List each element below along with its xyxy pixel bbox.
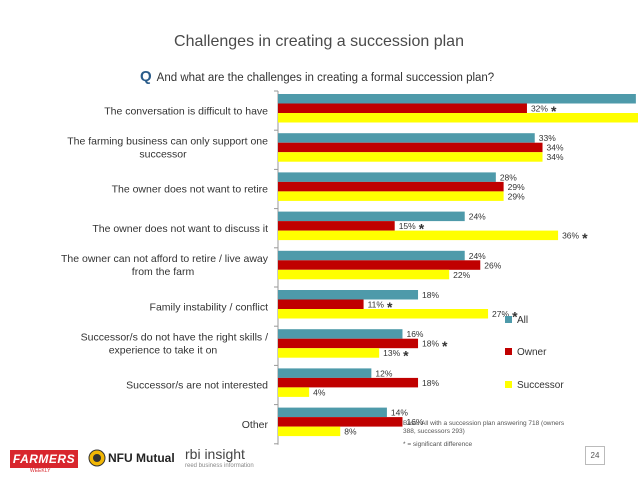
bar-owner — [278, 103, 527, 113]
page-title: Challenges in creating a succession plan — [174, 33, 464, 50]
bar-successor — [278, 152, 543, 162]
nfu-mutual-emblem-icon — [88, 449, 106, 467]
data-label: 12% — [375, 368, 392, 378]
bar-all — [278, 133, 535, 143]
significance-star: * — [551, 103, 557, 119]
bar-all — [278, 211, 465, 222]
data-label: 24% — [469, 251, 486, 261]
bar-owner — [278, 221, 395, 231]
legend-swatch — [505, 348, 512, 355]
base-note: Base: All with a succession plan answeri… — [403, 420, 565, 435]
significance-note: * = significant difference — [403, 441, 473, 448]
bar-owner — [278, 417, 403, 427]
bar-successor — [278, 309, 489, 319]
data-label: 29% — [508, 182, 525, 192]
data-label: 22% — [453, 270, 470, 280]
farmers-weekly-logo-sub: WEEKLY — [30, 468, 51, 474]
question-text: And what are the challenges in creating … — [156, 72, 495, 84]
bar-owner — [278, 181, 504, 192]
bar-successor — [278, 269, 450, 280]
bar-all — [278, 329, 403, 339]
data-label: 18% — [422, 290, 439, 300]
data-label: 34% — [547, 143, 564, 153]
data-label: 26% — [484, 260, 501, 270]
significance-star: * — [387, 299, 393, 315]
legend-label: All — [517, 315, 528, 326]
bar-successor — [278, 387, 310, 397]
data-label: 29% — [508, 191, 525, 201]
rbi-insight-logo-sub: reed business information — [185, 463, 254, 469]
bar-successor — [278, 230, 559, 241]
category-label: The farming business can only support on… — [67, 135, 268, 160]
data-label: 24% — [469, 212, 486, 222]
bar-owner — [278, 338, 419, 349]
bar-all — [278, 250, 465, 261]
bar-owner — [278, 260, 481, 270]
legend-swatch — [505, 316, 512, 323]
data-label: 18% — [422, 339, 439, 349]
farmers-weekly-logo: FARMERS — [10, 450, 78, 468]
bar-all — [278, 368, 372, 378]
category-label: Family instability / conflict — [150, 301, 269, 313]
data-label: 28% — [500, 172, 517, 182]
data-label: 16% — [406, 417, 423, 427]
legend-label: Successor — [517, 380, 564, 391]
data-label: 8% — [344, 427, 357, 437]
category-label: Successor/s are not interested — [126, 380, 268, 392]
data-label: 16% — [406, 329, 423, 339]
bar-owner — [278, 142, 543, 153]
bar-successor — [278, 426, 341, 437]
data-label: 4% — [313, 387, 326, 397]
category-label: The conversation is difficult to have — [104, 105, 268, 117]
bar-owner — [278, 299, 364, 309]
bar-all — [278, 172, 496, 182]
significance-star: * — [419, 221, 425, 237]
legend-label: Owner — [517, 347, 547, 358]
data-label: 27% — [492, 309, 509, 319]
bar-successor — [278, 191, 504, 201]
nfu-mutual-logo: NFU Mutual — [108, 451, 175, 465]
data-label: 36% — [562, 231, 579, 241]
data-label: 33% — [539, 133, 556, 143]
significance-star: * — [512, 309, 518, 325]
significance-star: * — [442, 338, 448, 354]
category-label: The owner can not afford to retire / liv… — [61, 253, 269, 278]
bar-all — [278, 94, 636, 104]
bar-successor — [278, 113, 638, 123]
bar-all — [278, 407, 387, 418]
data-label: 14% — [391, 408, 408, 418]
legend-swatch — [505, 381, 512, 388]
question: Q And what are the challenges in creating… — [140, 68, 494, 85]
data-label: 18% — [422, 378, 439, 388]
significance-star: * — [582, 230, 588, 246]
data-label: 13% — [383, 348, 400, 358]
data-label: 11% — [368, 300, 385, 310]
bar-all — [278, 290, 419, 300]
significance-star: * — [403, 348, 409, 364]
category-label: Successor/s do not have the right skills… — [81, 331, 268, 356]
data-label: 15% — [399, 221, 416, 231]
question-marker: Q — [140, 68, 152, 85]
category-label: The owner does not want to retire — [112, 184, 269, 196]
category-label: The owner does not want to discuss it — [92, 223, 268, 235]
data-label: 34% — [547, 152, 564, 162]
page-number: 24 — [585, 446, 605, 465]
rbi-insight-logo: rbi insight — [185, 446, 245, 462]
bar-successor — [278, 348, 380, 358]
bar-owner — [278, 377, 419, 388]
data-label: 32% — [531, 104, 548, 114]
category-label: Other — [242, 419, 269, 431]
